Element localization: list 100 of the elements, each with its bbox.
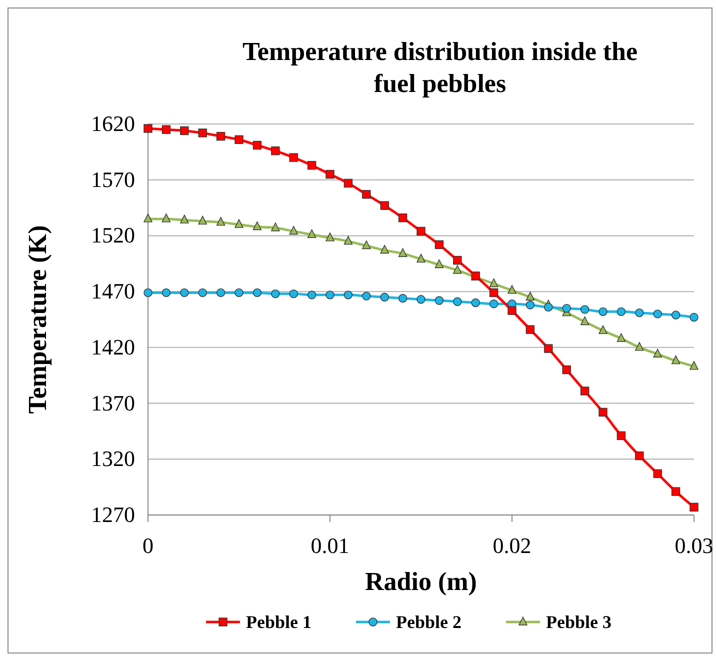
point <box>453 256 462 265</box>
point <box>616 333 626 342</box>
point <box>653 348 662 358</box>
point <box>598 408 608 417</box>
legend-label: Pebble 3 <box>546 612 612 632</box>
point <box>580 316 590 326</box>
point <box>616 431 626 440</box>
point <box>216 288 226 298</box>
point <box>526 300 535 310</box>
point <box>344 178 353 188</box>
point <box>380 244 389 254</box>
point <box>271 289 280 298</box>
x-tick-label: 0.02 <box>492 533 532 558</box>
point <box>508 285 516 294</box>
point <box>671 487 680 496</box>
y-axis-title: Temperature (K) <box>23 225 52 414</box>
point <box>434 259 444 268</box>
point <box>598 307 608 316</box>
y-tick-label: 1520 <box>91 222 135 248</box>
x-tick-label: 0 <box>142 533 154 558</box>
point <box>380 292 389 302</box>
point <box>326 290 334 300</box>
point <box>489 300 498 308</box>
point <box>234 219 244 228</box>
point <box>289 289 298 298</box>
point <box>344 290 353 300</box>
y-tick-label: 1320 <box>91 446 135 472</box>
legend-label: Pebble 2 <box>396 612 462 632</box>
point <box>362 240 371 250</box>
point <box>671 310 680 320</box>
point <box>180 214 189 224</box>
point <box>252 288 262 298</box>
point <box>526 292 535 301</box>
point <box>580 305 590 314</box>
point <box>198 288 207 298</box>
point <box>289 226 298 235</box>
point <box>362 190 371 199</box>
point <box>690 502 698 512</box>
y-tick-label: 1570 <box>91 166 135 192</box>
y-tick-label: 1370 <box>91 390 135 416</box>
point <box>144 288 152 298</box>
point <box>544 302 553 312</box>
point <box>616 307 626 316</box>
point <box>580 386 590 396</box>
point <box>416 295 426 304</box>
point <box>162 214 171 222</box>
point <box>562 304 571 313</box>
x-tick-label: 0.01 <box>310 533 350 558</box>
point <box>198 216 207 225</box>
point <box>398 294 408 303</box>
point <box>234 135 244 144</box>
point <box>307 229 316 238</box>
point <box>671 355 680 364</box>
point <box>180 288 189 298</box>
point <box>416 254 426 263</box>
point <box>362 292 371 300</box>
y-tick-label: 1270 <box>91 502 135 527</box>
point <box>144 214 152 222</box>
point <box>635 451 644 460</box>
point <box>398 213 408 222</box>
point <box>380 201 389 210</box>
point <box>690 361 698 370</box>
point <box>544 344 553 353</box>
y-tick-label: 1470 <box>91 278 135 304</box>
point <box>416 226 426 236</box>
legend-label: Pebble 1 <box>246 612 312 632</box>
point <box>307 160 316 170</box>
point <box>271 222 280 232</box>
point <box>216 216 226 226</box>
point <box>489 278 498 288</box>
point <box>635 342 644 351</box>
point <box>526 325 535 334</box>
point <box>326 232 334 242</box>
x-axis-title: Radio (m) <box>365 567 477 596</box>
point <box>144 124 152 133</box>
y-tick-label: 1420 <box>91 334 135 360</box>
point <box>653 310 662 318</box>
point <box>234 288 244 298</box>
point <box>162 288 171 298</box>
point <box>489 288 498 298</box>
point <box>289 153 298 162</box>
point <box>180 126 189 136</box>
point <box>453 297 462 306</box>
point <box>216 132 226 141</box>
point <box>307 290 316 300</box>
point <box>690 312 698 322</box>
point <box>434 296 444 305</box>
point <box>162 125 171 134</box>
point <box>508 306 516 315</box>
point <box>434 240 444 249</box>
point <box>252 221 262 230</box>
point <box>453 264 462 274</box>
point <box>562 365 571 374</box>
x-tick-label: 0.03 <box>674 533 714 558</box>
point <box>326 170 334 179</box>
point <box>398 248 408 257</box>
point <box>635 308 644 318</box>
chart-title: Temperature distribution inside the fuel pebbles <box>242 37 638 98</box>
point <box>198 128 207 138</box>
point <box>471 298 480 308</box>
